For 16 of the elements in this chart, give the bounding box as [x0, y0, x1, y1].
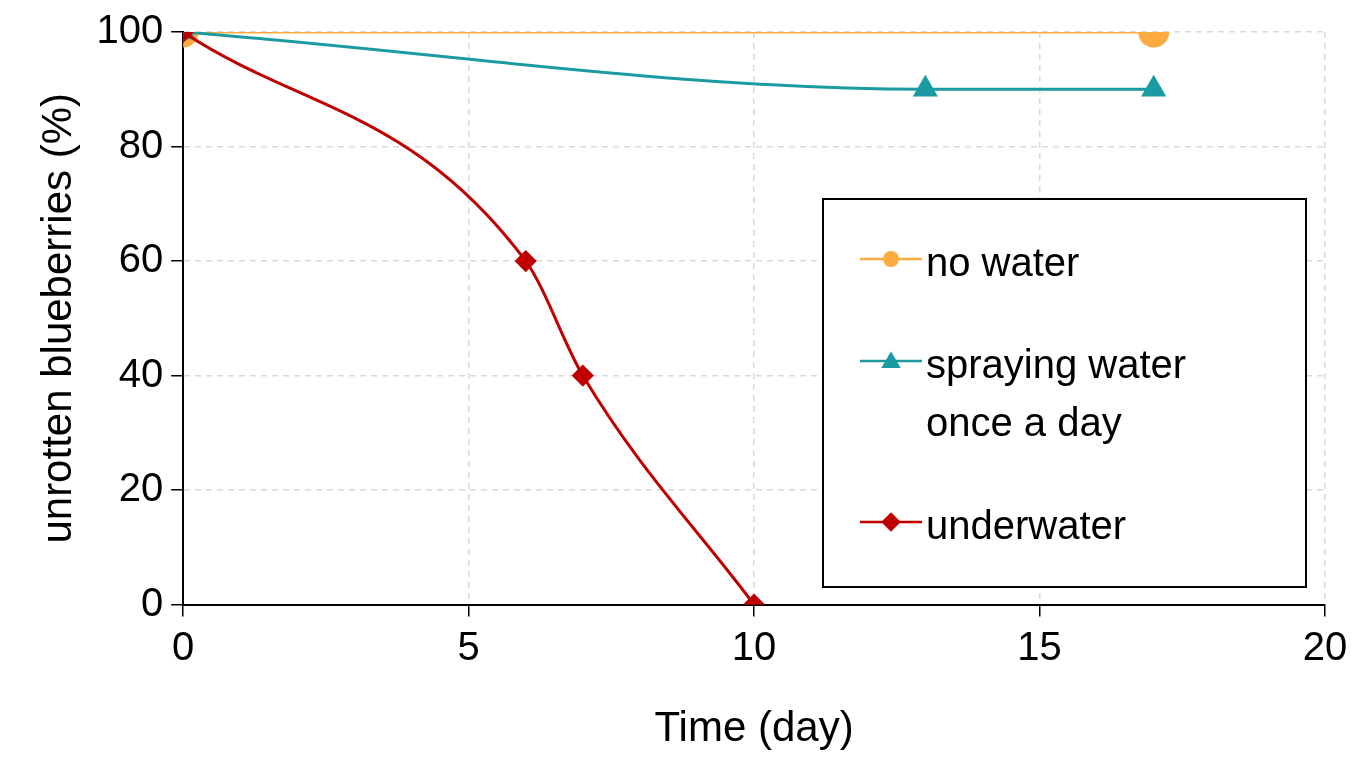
y-axis-title: unrotten blueberries (%) — [32, 93, 80, 544]
y-tick-label: 20 — [118, 465, 164, 510]
x-tick-label: 20 — [1302, 623, 1348, 668]
y-tick-label: 40 — [118, 350, 164, 395]
y-tick-label: 80 — [118, 121, 164, 166]
x-axis-title: Time (day) — [654, 703, 854, 751]
x-tick-label: 5 — [457, 623, 480, 668]
legend-label: underwater — [926, 501, 1128, 549]
y-tick-label: 0 — [140, 579, 164, 624]
y-tick-label: 60 — [118, 236, 164, 281]
x-tick-label: 0 — [172, 623, 195, 668]
legend-label: spraying water once a day — [926, 341, 1188, 447]
y-tick-label: 100 — [96, 7, 164, 52]
legend-label: no water — [926, 238, 1081, 286]
x-tick-label: 15 — [1017, 623, 1062, 668]
x-tick-label: 10 — [731, 623, 777, 668]
